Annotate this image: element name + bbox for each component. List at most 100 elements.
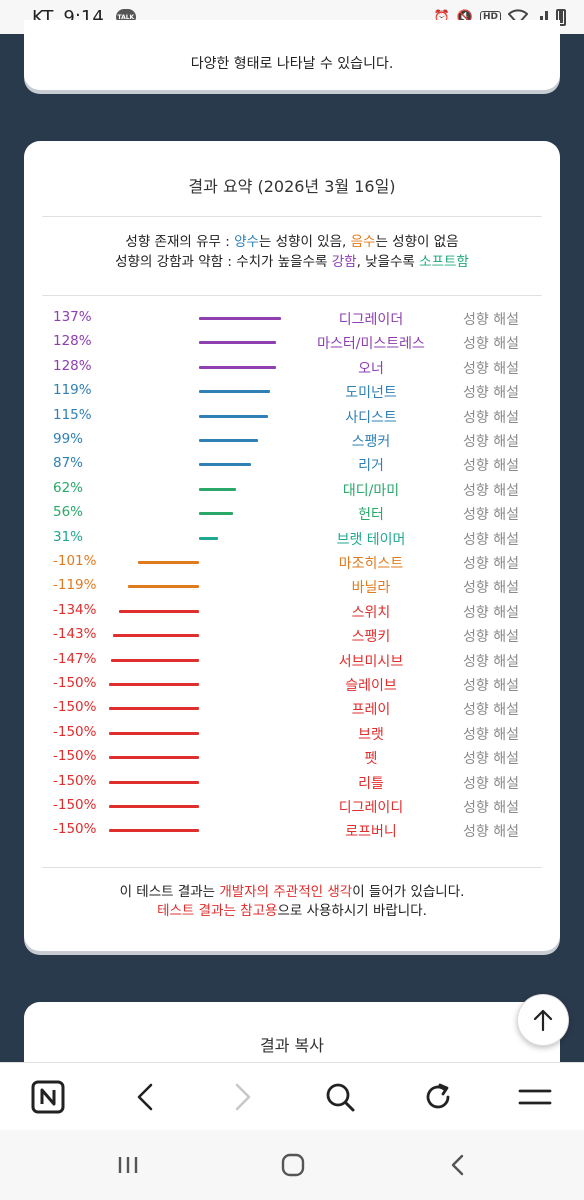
recent-apps-button[interactable]	[108, 1148, 148, 1182]
value-bar	[199, 536, 218, 540]
disclaimer: 이 테스트 결과는 개발자의 주관적인 생각이 들어가 있습니다. 테스트 결과…	[24, 883, 560, 921]
value-bar	[109, 805, 199, 808]
explain-link[interactable]: 성향 해설	[463, 336, 519, 353]
category-label: 도미넌트	[345, 385, 397, 402]
explain-link[interactable]: 성향 해설	[463, 507, 519, 524]
chart-row: -150% 로프버니 성향 해설	[24, 818, 560, 842]
back-chevron-icon	[451, 1154, 464, 1176]
category-label: 스팽키	[351, 629, 391, 646]
naver-n-icon	[31, 1080, 65, 1114]
intro-text: 다양한 형태로 나타날 수 있습니다.	[190, 56, 394, 72]
value-label: 128%	[53, 333, 92, 350]
explain-link[interactable]: 성향 해설	[463, 556, 519, 572]
value-label: -150%	[53, 772, 97, 789]
search-icon	[326, 1083, 355, 1112]
chart-row: -150% 펫 성향 해설	[24, 745, 560, 769]
refresh-button[interactable]	[418, 1077, 458, 1117]
category-label: 스팽커	[351, 434, 391, 450]
chart-row: 115% 사디스트 성향 해설	[24, 404, 560, 428]
value-label: 137%	[53, 309, 92, 325]
scroll-top-button[interactable]	[517, 994, 569, 1046]
category-label: 대디/마미	[342, 482, 400, 499]
divider	[42, 295, 542, 296]
category-label: 프레이	[351, 702, 391, 719]
disclaimer-line-2: 테스트 결과는 참고용으로 사용하시기 바랍니다.	[157, 903, 427, 919]
chart-row: -119% 바닐라 성향 해설	[24, 574, 560, 598]
value-bar	[113, 634, 199, 638]
chart-row: -150% 슬레이브 성향 해설	[24, 672, 560, 696]
value-bar	[127, 585, 199, 589]
chevron-right-icon	[235, 1083, 251, 1111]
explain-link[interactable]: 성향 해설	[463, 360, 519, 377]
chart-row: -150% 프레이 성향 해설	[24, 696, 560, 720]
value-bar	[109, 707, 199, 711]
category-label: 로프버니	[345, 824, 397, 841]
category-label: 리거	[358, 458, 384, 475]
divider	[42, 216, 542, 217]
menu-button[interactable]	[515, 1077, 555, 1117]
back-button[interactable]	[125, 1077, 165, 1117]
category-label: 헌터	[358, 507, 384, 524]
value-bar	[199, 365, 276, 369]
explain-link[interactable]: 성향 해설	[463, 775, 519, 792]
explain-link[interactable]: 성향 해설	[463, 312, 519, 328]
explain-link[interactable]: 성향 해설	[463, 751, 519, 768]
category-label: 슬레이브	[345, 678, 397, 694]
explain-link[interactable]: 성향 해설	[463, 702, 519, 719]
chart-row: -150% 디그레이디 성향 해설	[24, 794, 560, 818]
category-label: 브랫	[358, 726, 384, 743]
explain-link[interactable]: 성향 해설	[463, 800, 519, 816]
value-bar	[109, 683, 199, 686]
value-label: 62%	[53, 479, 84, 496]
category-label: 오너	[358, 360, 384, 377]
explain-link[interactable]: 성향 해설	[463, 824, 519, 841]
chart-row: 99% 스팽커 성향 해설	[24, 428, 560, 452]
value-label: 31%	[53, 528, 84, 545]
explain-link[interactable]: 성향 해설	[463, 458, 519, 475]
value-label: -143%	[53, 626, 97, 643]
category-label: 마스터/미스트레스	[317, 336, 425, 353]
category-label: 브랫 테이머	[336, 531, 406, 548]
value-label: -147%	[53, 650, 97, 667]
value-bar	[199, 390, 271, 394]
value-label: 87%	[53, 455, 84, 472]
explain-link[interactable]: 성향 해설	[463, 531, 519, 548]
explain-link[interactable]: 성향 해설	[463, 482, 519, 499]
category-label: 디그레이더	[338, 312, 404, 328]
category-label: 바닐라	[351, 580, 391, 597]
chart-row: 62% 대디/마미 성향 해설	[24, 477, 560, 501]
forward-button[interactable]	[223, 1077, 263, 1117]
chevron-left-icon	[137, 1083, 153, 1111]
explain-link[interactable]: 성향 해설	[463, 385, 519, 402]
category-label: 마조히스트	[338, 556, 404, 572]
value-label: 99%	[53, 431, 84, 447]
explain-link[interactable]: 성향 해설	[463, 604, 519, 621]
naver-home-button[interactable]	[28, 1077, 68, 1117]
value-bar	[109, 731, 199, 735]
value-bar	[199, 487, 237, 491]
explain-link[interactable]: 성향 해설	[463, 409, 519, 426]
arrow-up-icon	[533, 1009, 553, 1032]
explain-link[interactable]: 성향 해설	[463, 653, 519, 670]
chart-row: 137% 디그레이더 성향 해설	[24, 306, 560, 330]
chart-row: -101% 마조히스트 성향 해설	[24, 550, 560, 574]
explain-link[interactable]: 성향 해설	[463, 629, 519, 646]
copy-title[interactable]: 결과 복사	[260, 1036, 324, 1055]
chart-row: -150% 리틀 성향 해설	[24, 770, 560, 794]
search-button[interactable]	[320, 1077, 360, 1117]
home-button[interactable]	[273, 1148, 313, 1182]
system-back-button[interactable]	[437, 1148, 477, 1182]
wifi-icon	[508, 9, 528, 25]
value-label: -150%	[53, 797, 97, 813]
chart-row: 31% 브랫 테이머 성향 해설	[24, 526, 560, 550]
explain-link[interactable]: 성향 해설	[463, 678, 519, 694]
chart-row: -134% 스위치 성향 해설	[24, 599, 560, 623]
value-label: -101%	[53, 553, 97, 569]
summary-card: 결과 요약 (2026년 3월 16일) 성향 존재의 유무 : 양수는 성향이…	[24, 141, 560, 951]
explain-link[interactable]: 성향 해설	[463, 434, 519, 450]
system-navbar	[0, 1130, 584, 1200]
explain-link[interactable]: 성향 해설	[463, 580, 519, 597]
explain-link[interactable]: 성향 해설	[463, 726, 519, 743]
chart-row: 56% 헌터 성향 해설	[24, 501, 560, 525]
category-label: 디그레이디	[338, 800, 404, 816]
